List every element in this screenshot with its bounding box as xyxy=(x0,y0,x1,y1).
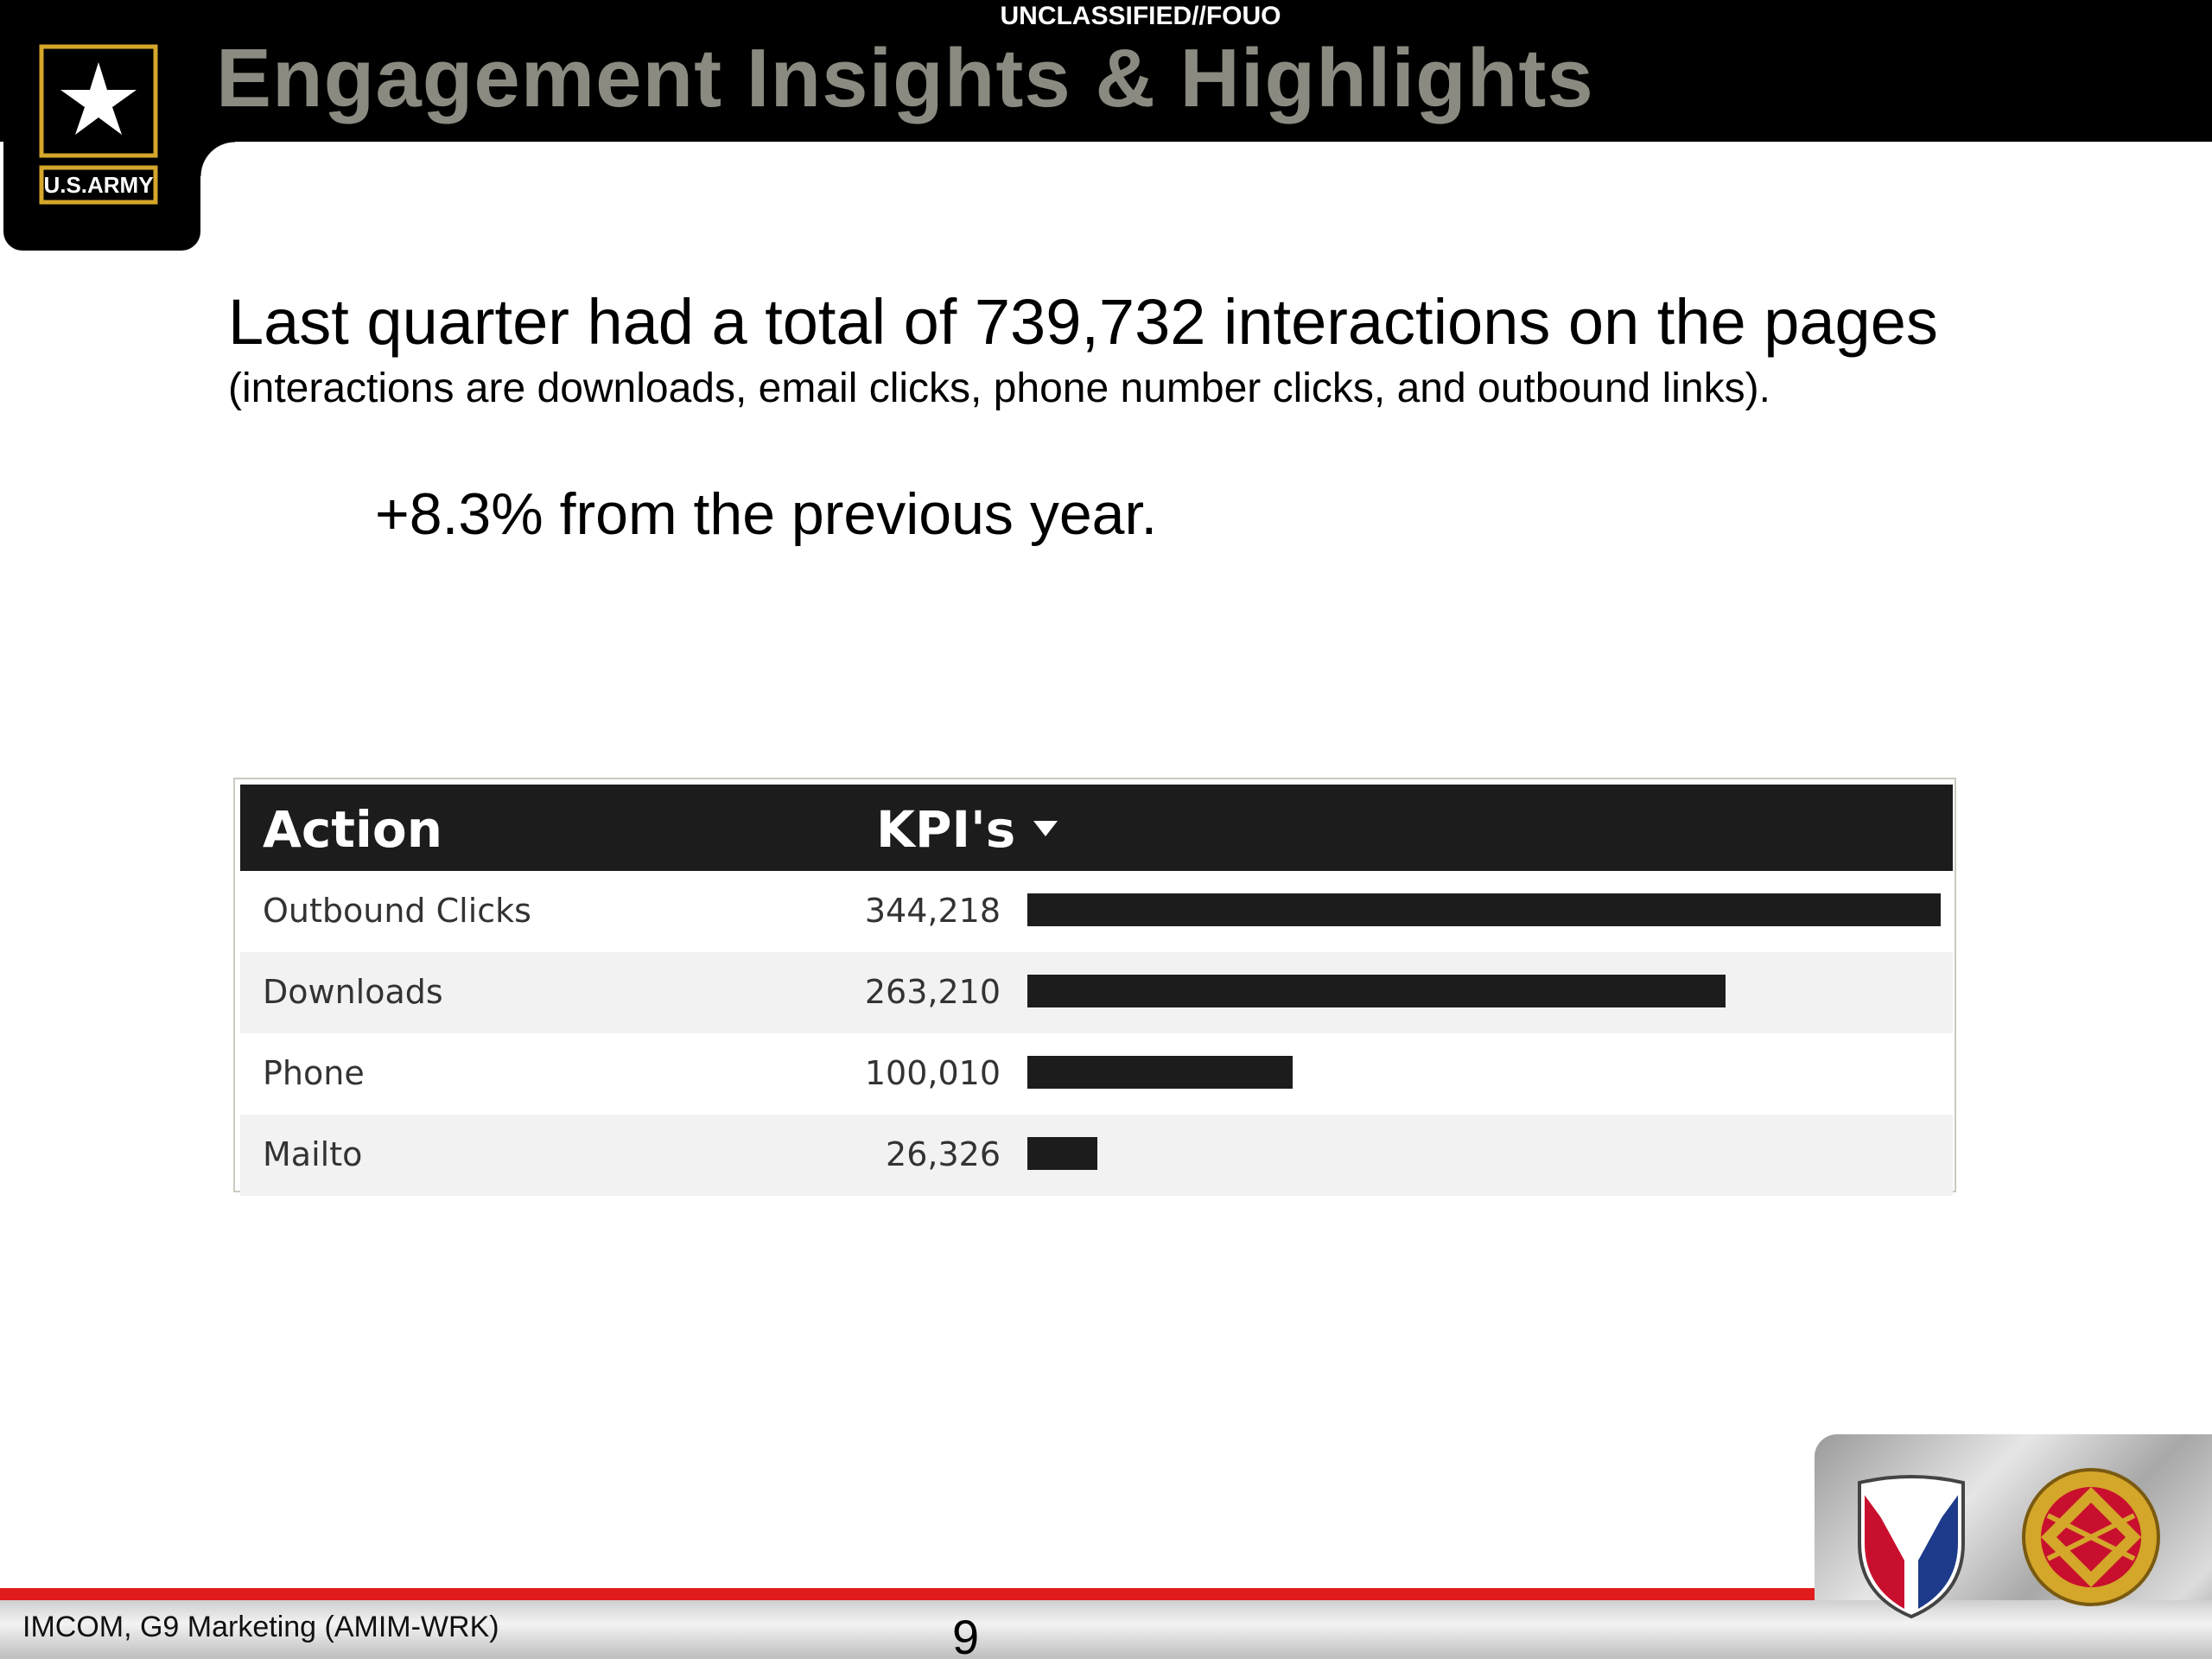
row-action-label: Phone xyxy=(263,1054,365,1092)
slide-title: Engagement Insights & Highlights xyxy=(216,32,1594,124)
kpi-table: Action KPI's Outbound Clicks 344,218 Downl… xyxy=(233,778,1956,1196)
yoy-change: +8.3% from the previous year. xyxy=(375,481,1158,547)
table-row: Outbound Clicks 344,218 xyxy=(240,871,1953,952)
table-row: Phone 100,010 xyxy=(240,1033,1953,1115)
kpi-bar xyxy=(1027,975,1726,1007)
army-star-logo: U.S.ARMY xyxy=(38,43,162,216)
kpi-bar xyxy=(1027,1137,1097,1170)
row-kpi-value: 263,210 xyxy=(864,973,1001,1011)
row-action-label: Mailto xyxy=(263,1135,363,1173)
row-kpi-value: 100,010 xyxy=(864,1054,1001,1092)
table-row: Downloads 263,210 xyxy=(240,952,1953,1033)
header-band xyxy=(0,0,2212,142)
amc-shield-icon xyxy=(1858,1475,1965,1619)
table-row: Mailto 26,326 xyxy=(240,1115,1953,1196)
footer-org: IMCOM, G9 Marketing (AMIM-WRK) xyxy=(22,1611,499,1643)
headline: Last quarter had a total of 739,732 inte… xyxy=(228,286,1938,358)
kpi-table-header: Action KPI's xyxy=(240,785,1953,871)
column-header-kpis[interactable]: KPI's xyxy=(876,800,1016,859)
row-action-label: Downloads xyxy=(263,973,443,1011)
sort-down-icon[interactable] xyxy=(1033,821,1058,836)
subline: (interactions are downloads, email click… xyxy=(228,365,1770,411)
army-logo-text: U.S.ARMY xyxy=(43,172,153,198)
classification-label: UNCLASSIFIED//FOUO xyxy=(1000,2,1281,30)
row-kpi-value: 344,218 xyxy=(864,892,1001,930)
row-action-label: Outbound Clicks xyxy=(263,892,531,930)
footer-bar xyxy=(0,1600,2212,1659)
page-number: 9 xyxy=(952,1610,980,1664)
imcom-crest-icon xyxy=(2022,1468,2160,1606)
footer-red-stripe xyxy=(0,1588,1815,1600)
logo-tab xyxy=(3,0,235,251)
kpi-bar xyxy=(1027,893,1941,926)
row-kpi-value: 26,326 xyxy=(886,1135,1001,1173)
kpi-bar xyxy=(1027,1056,1293,1089)
column-header-action: Action xyxy=(263,800,443,859)
